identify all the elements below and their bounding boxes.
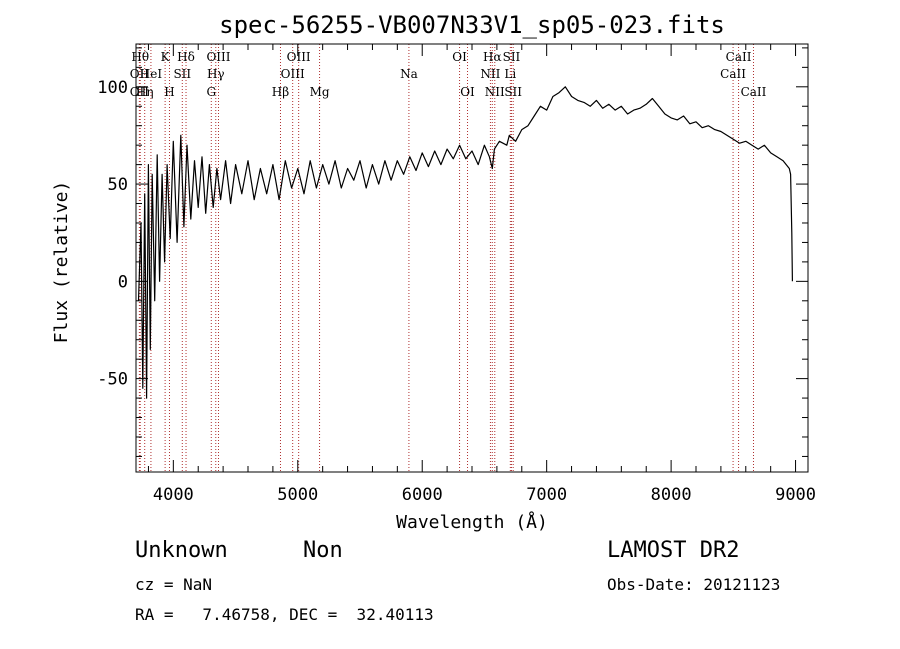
spectral-line-label: OIII: [206, 50, 230, 64]
x-tick-label: 5000: [277, 485, 318, 505]
x-tick-label: 9000: [775, 485, 816, 505]
y-tick-label: 50: [108, 175, 128, 195]
spectral-line-label: NII: [485, 85, 505, 99]
x-tick-label: 6000: [402, 485, 443, 505]
axis-ticks: 4000 5000 6000 7000 8000 9000 -50 0 50 100: [97, 44, 816, 505]
x-tick-label: 7000: [526, 485, 567, 505]
subclass-label: Non: [303, 538, 343, 563]
x-tick-label: 4000: [153, 485, 194, 505]
spectral-line-label: SII: [173, 67, 191, 81]
class-label: Unknown: [135, 538, 228, 563]
spectral-line-label: Hα: [483, 50, 502, 64]
y-tick-label: -50: [97, 370, 128, 390]
spectral-line-label: CaII: [720, 67, 746, 81]
spectral-line-label: OII: [130, 85, 150, 99]
spectral-line-label: SII: [503, 50, 521, 64]
spectral-line-label: Hγ: [207, 67, 225, 81]
spectral-line-label: Hβ: [272, 85, 289, 99]
line-markers: [138, 44, 754, 472]
survey-label: LAMOST DR2: [607, 538, 740, 563]
spectral-line-label: Hδ: [177, 50, 195, 64]
spectrum-line: [137, 86, 793, 399]
ra-dec-coordinates: RA = 7.46758, DEC = 32.40113: [135, 605, 434, 624]
spectral-line-label: OII: [130, 67, 150, 81]
spectral-line-label: CaII: [726, 50, 752, 64]
spectrum-series: [137, 86, 793, 399]
spectral-line-label: NII: [480, 67, 500, 81]
spectral-line-label: SII: [504, 85, 522, 99]
y-tick-label: 100: [97, 78, 128, 98]
spectral-line-label: G: [206, 85, 216, 99]
spectral-line-label: HeI: [140, 67, 163, 81]
plot-frame: [135, 43, 809, 473]
spectral-line-label: Li: [504, 67, 516, 81]
spectral-line-label: OIII: [287, 50, 311, 64]
spectral-line-label: OIII: [281, 67, 305, 81]
spectral-line-label: Na: [400, 67, 418, 81]
y-axis-label: Flux (relative): [51, 181, 72, 344]
x-axis-label: Wavelength (Å): [396, 511, 548, 533]
chart-title: spec-56255-VB007N33V1_sp05-023.fits: [219, 11, 725, 39]
spectral-line-label: K: [161, 50, 171, 64]
spectral-line-label: Hθ: [131, 50, 149, 64]
spectral-line-label: OI: [452, 50, 467, 64]
spectral-line-label: OI: [460, 85, 475, 99]
spectral-line-label: Hη: [136, 85, 154, 99]
x-tick-label: 8000: [651, 485, 692, 505]
cz-value: cz = NaN: [135, 575, 213, 594]
spectral-line-label: Mg: [310, 85, 330, 99]
spectral-line-label: CaII: [741, 85, 767, 99]
y-tick-label: 0: [118, 272, 128, 292]
spectral-line-label: H: [164, 85, 174, 99]
obs-date: Obs-Date: 20121123: [607, 575, 781, 594]
